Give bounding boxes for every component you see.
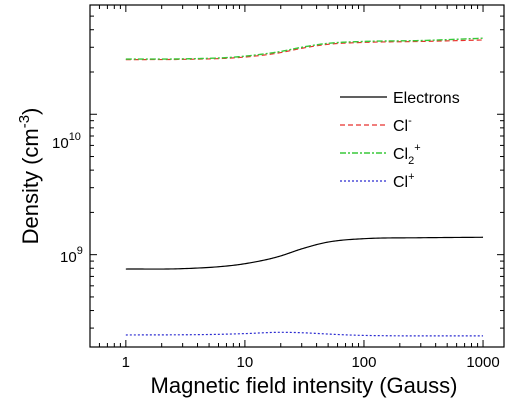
legend: Electrons Cl- Cl2+ Cl+ xyxy=(340,90,460,191)
series-line xyxy=(125,37,484,60)
series-line xyxy=(125,39,484,61)
legend-label-clminus: Cl- xyxy=(393,115,412,135)
y-tick-label-1e10: 1010 xyxy=(52,131,81,152)
x-axis-title: Magnetic field intensity (Gauss) xyxy=(151,373,458,398)
x-tick-label: 1000 xyxy=(466,354,499,371)
x-tick-label: 10 xyxy=(237,354,254,371)
legend-label-cl2plus: Cl2+ xyxy=(393,142,421,167)
legend-label-clplus: Cl+ xyxy=(393,171,415,191)
y-axis-title: Density (cm-3) xyxy=(16,108,43,245)
x-tick-label: 100 xyxy=(351,354,376,371)
series-line xyxy=(125,331,484,337)
x-axis-ticks xyxy=(89,5,484,347)
legend-label-electrons: Electrons xyxy=(393,90,460,107)
series-line xyxy=(125,236,484,270)
y-tick-label-1e9: 109 xyxy=(60,245,83,266)
plot-frame xyxy=(89,4,505,348)
x-tick-labels: 1 10 100 1000 xyxy=(122,354,500,371)
x-tick-label: 1 xyxy=(122,354,130,371)
series-lines xyxy=(125,37,484,337)
y-axis-ticks xyxy=(90,4,504,329)
